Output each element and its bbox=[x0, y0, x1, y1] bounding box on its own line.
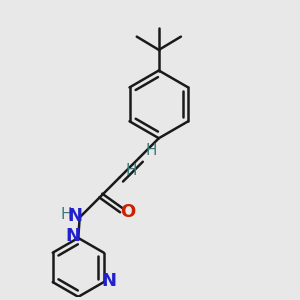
Text: O: O bbox=[120, 203, 135, 221]
Text: H: H bbox=[61, 207, 72, 222]
Text: N: N bbox=[101, 272, 116, 290]
Text: H: H bbox=[125, 163, 137, 178]
Text: N: N bbox=[65, 227, 80, 245]
Text: N: N bbox=[68, 207, 83, 225]
Text: H: H bbox=[145, 143, 157, 158]
